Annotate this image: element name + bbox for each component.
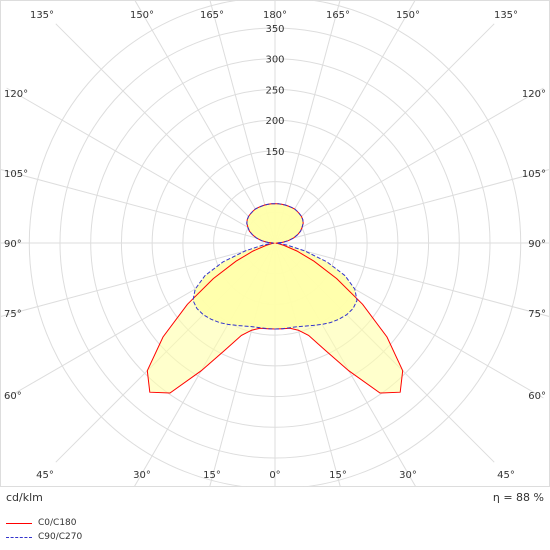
angle-label-top: 150° xyxy=(130,10,154,21)
angle-label-top: 135° xyxy=(494,10,518,21)
curve-fills xyxy=(147,203,403,393)
angle-label-top: 165° xyxy=(200,10,224,21)
legend-swatch-c90 xyxy=(6,536,32,538)
grid-spoke xyxy=(274,23,495,244)
grid-spoke xyxy=(134,0,276,244)
angle-label-bottom: 30° xyxy=(133,470,151,481)
grid-spoke xyxy=(209,0,276,244)
angle-label-right: 90° xyxy=(528,239,546,250)
angle-label-bottom: 15° xyxy=(329,470,347,481)
angle-label-top: 135° xyxy=(30,10,54,21)
angle-label-bottom: 15° xyxy=(203,470,221,481)
legend-label-c90: C90/C270 xyxy=(38,532,83,542)
grid-spoke xyxy=(0,168,276,244)
angle-label-right: 60° xyxy=(528,391,546,402)
grid-spoke xyxy=(274,242,550,318)
legend-item-c90: C90/C270 xyxy=(6,530,82,544)
grid-spoke xyxy=(274,87,544,244)
angle-label-bottom: 45° xyxy=(36,470,54,481)
radial-tick-label: 200 xyxy=(265,116,284,127)
unit-label: cd/klm xyxy=(6,491,43,504)
angle-label-left: 60° xyxy=(4,391,22,402)
grid-spoke xyxy=(0,242,276,318)
radial-tick-label: 350 xyxy=(265,24,284,35)
legend-swatch-c0 xyxy=(6,522,32,524)
angle-label-left: 75° xyxy=(4,309,22,320)
grid-spoke xyxy=(6,87,276,244)
labels: 150 200 250 300 350 135° 150° 165° 180° 165° 150° 1… xyxy=(4,10,546,481)
grid-spoke xyxy=(274,0,416,244)
grid-spoke xyxy=(274,168,550,244)
angle-label-top: 150° xyxy=(396,10,420,21)
grid-spoke xyxy=(274,0,341,244)
efficiency-label: η = 88 % xyxy=(492,491,544,504)
legend: C0/C180 C90/C270 xyxy=(6,516,82,544)
curve-c90-c270 xyxy=(192,203,358,330)
radial-tick-label: 300 xyxy=(265,55,284,66)
angle-label-right: 75° xyxy=(528,309,546,320)
radial-tick-label: 150 xyxy=(265,147,284,158)
angle-label-bottom: 0° xyxy=(269,470,280,481)
angle-label-bottom: 45° xyxy=(497,470,515,481)
angle-label-top: 165° xyxy=(326,10,350,21)
angle-label-left: 120° xyxy=(4,89,28,100)
angle-label-left: 90° xyxy=(4,239,22,250)
grid-spoke xyxy=(55,23,276,244)
angle-label-right: 120° xyxy=(522,89,546,100)
angle-label-bottom: 30° xyxy=(399,470,417,481)
fill-c90-c270 xyxy=(193,203,357,329)
legend-item-c0: C0/C180 xyxy=(6,516,82,530)
angle-label-top: 180° xyxy=(263,10,287,21)
angle-label-left: 105° xyxy=(4,169,28,180)
legend-label-c0: C0/C180 xyxy=(38,518,77,528)
radial-tick-label: 250 xyxy=(265,85,284,96)
curves xyxy=(146,203,404,394)
angle-label-right: 105° xyxy=(522,169,546,180)
